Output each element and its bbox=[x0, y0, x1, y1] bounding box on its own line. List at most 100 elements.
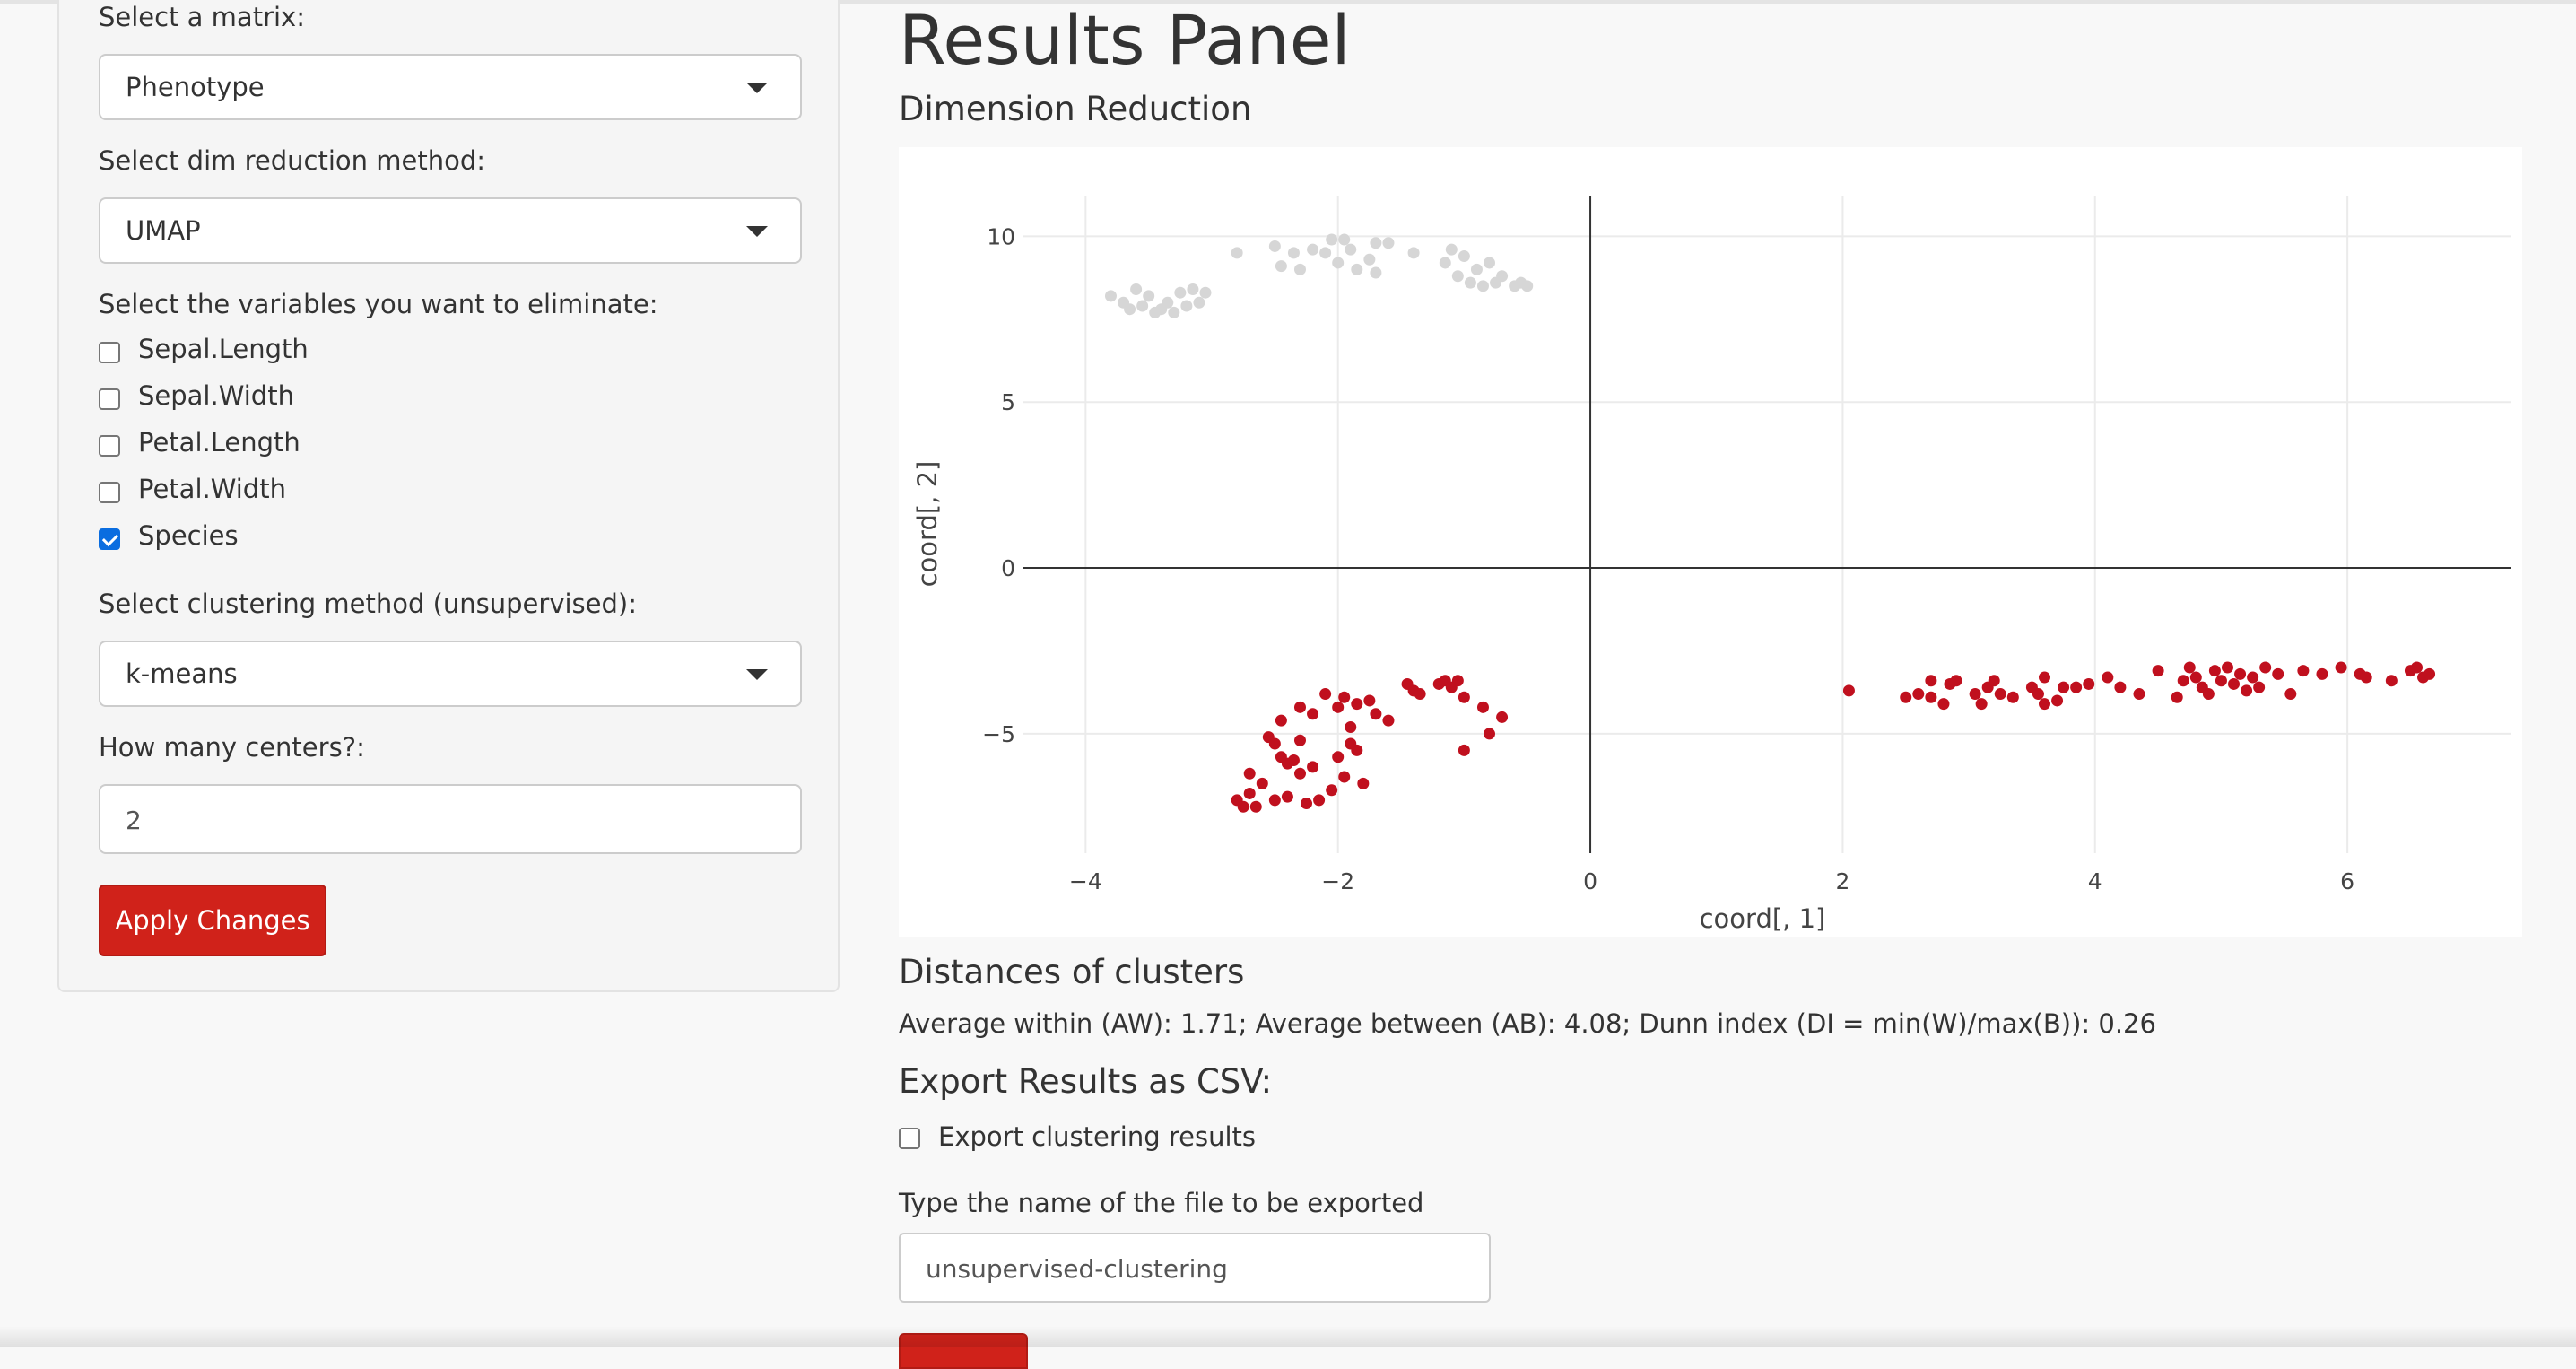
data-point bbox=[2102, 671, 2114, 684]
data-point bbox=[1458, 250, 1470, 263]
grid-lines bbox=[1023, 196, 2511, 853]
checkbox-sepal-length[interactable] bbox=[99, 342, 120, 363]
matrix-select[interactable]: Phenotype bbox=[99, 54, 802, 120]
data-point bbox=[2272, 667, 2284, 680]
data-point bbox=[1912, 688, 1925, 701]
data-point bbox=[2247, 671, 2259, 684]
data-point bbox=[1484, 257, 1496, 269]
data-point bbox=[2177, 675, 2189, 687]
data-point bbox=[2006, 691, 2019, 703]
y-tick-label: 5 bbox=[1001, 389, 1015, 415]
checkbox-species[interactable] bbox=[99, 528, 120, 550]
data-point bbox=[1168, 306, 1180, 318]
data-point bbox=[1293, 701, 1306, 713]
data-point bbox=[1994, 688, 2006, 701]
data-point bbox=[2133, 688, 2145, 701]
x-axis-label: coord[, 1] bbox=[1700, 903, 1826, 934]
data-point bbox=[1293, 767, 1306, 780]
data-point bbox=[1187, 283, 1199, 296]
export-checkbox-label: Export clustering results bbox=[938, 1121, 1256, 1152]
y-tick-label: 0 bbox=[1001, 555, 1015, 581]
data-point bbox=[2083, 677, 2095, 690]
scatter-plot[interactable]: −4 −2 0 2 4 6 10 5 0 −5 coord[, 1] coord[, 2] bbox=[899, 147, 2522, 937]
data-point bbox=[1307, 761, 1319, 773]
checkbox-sepal-width[interactable] bbox=[99, 388, 120, 410]
y-tick-label: −5 bbox=[982, 721, 1015, 747]
data-point bbox=[2208, 665, 2221, 677]
export-checkbox[interactable] bbox=[899, 1128, 920, 1149]
data-point bbox=[1842, 684, 1855, 697]
data-point bbox=[1458, 744, 1470, 756]
centers-input[interactable]: 2 bbox=[99, 784, 802, 854]
checkbox-petal-width[interactable] bbox=[99, 482, 120, 503]
data-point bbox=[2385, 675, 2398, 687]
data-point bbox=[2228, 677, 2241, 690]
data-point bbox=[1937, 698, 1950, 711]
data-point bbox=[2253, 681, 2266, 693]
data-point bbox=[1470, 263, 1483, 275]
centers-value: 2 bbox=[126, 806, 142, 835]
filename-label: Type the name of the file to be exported bbox=[899, 1188, 1424, 1218]
data-point bbox=[1268, 240, 1281, 252]
export-heading: Export Results as CSV: bbox=[899, 1062, 1273, 1101]
checkbox-label: Species bbox=[138, 520, 239, 551]
data-point bbox=[1268, 737, 1281, 750]
data-point bbox=[1496, 270, 1509, 283]
data-point bbox=[1287, 247, 1300, 259]
data-point bbox=[2360, 671, 2372, 684]
data-point bbox=[1249, 800, 1262, 813]
data-point bbox=[1338, 233, 1351, 246]
data-point bbox=[1136, 300, 1149, 312]
data-point bbox=[1143, 290, 1155, 302]
cluster-method-value: k-means bbox=[126, 658, 238, 689]
data-point bbox=[1407, 247, 1420, 259]
data-point bbox=[1338, 691, 1351, 703]
data-point bbox=[2058, 681, 2070, 693]
matrix-label: Select a matrix: bbox=[99, 2, 305, 32]
data-point bbox=[1180, 300, 1193, 312]
data-point bbox=[2114, 681, 2127, 693]
data-point bbox=[2038, 671, 2050, 684]
data-point bbox=[1326, 784, 1338, 797]
data-point bbox=[1363, 694, 1376, 707]
x-tick-label: −2 bbox=[1321, 868, 1354, 894]
matrix-select-value: Phenotype bbox=[126, 72, 265, 102]
data-point bbox=[1451, 675, 1464, 687]
data-point bbox=[2284, 688, 2297, 701]
data-point bbox=[1370, 266, 1382, 279]
data-point bbox=[1351, 744, 1363, 756]
apply-changes-button[interactable]: Apply Changes bbox=[99, 885, 326, 956]
bottom-shadow bbox=[0, 1326, 2576, 1347]
data-point bbox=[2152, 665, 2164, 677]
cluster-method-label: Select clustering method (unsupervised): bbox=[99, 589, 637, 619]
dimred-select[interactable]: UMAP bbox=[99, 197, 802, 264]
data-point bbox=[2215, 675, 2227, 687]
checkbox-petal-length[interactable] bbox=[99, 435, 120, 457]
data-point bbox=[1313, 794, 1326, 807]
data-point bbox=[1351, 698, 1363, 711]
dimred-heading: Dimension Reduction bbox=[899, 90, 1252, 128]
cluster-method-select[interactable]: k-means bbox=[99, 641, 802, 707]
data-point bbox=[1445, 243, 1458, 256]
distances-heading: Distances of clusters bbox=[899, 953, 1245, 991]
data-point bbox=[1345, 721, 1357, 734]
top-border bbox=[0, 0, 2576, 4]
data-point bbox=[2032, 688, 2044, 701]
x-tick-label: −4 bbox=[1069, 868, 1102, 894]
checkbox-label: Sepal.Width bbox=[138, 380, 294, 411]
data-point bbox=[1351, 263, 1363, 275]
data-point bbox=[1162, 296, 1174, 309]
data-point bbox=[2241, 684, 2253, 697]
data-point bbox=[1414, 688, 1426, 701]
data-point bbox=[1357, 777, 1370, 789]
data-point bbox=[2070, 681, 2083, 693]
filename-input[interactable]: unsupervised-clustering bbox=[899, 1233, 1491, 1303]
data-point bbox=[1301, 798, 1313, 810]
data-point bbox=[1950, 675, 1962, 687]
dimred-select-value: UMAP bbox=[126, 215, 201, 246]
data-point bbox=[1174, 286, 1187, 299]
data-point bbox=[2410, 661, 2423, 674]
data-point bbox=[2171, 691, 2183, 703]
data-point bbox=[1382, 237, 1395, 249]
data-point bbox=[2189, 671, 2202, 684]
